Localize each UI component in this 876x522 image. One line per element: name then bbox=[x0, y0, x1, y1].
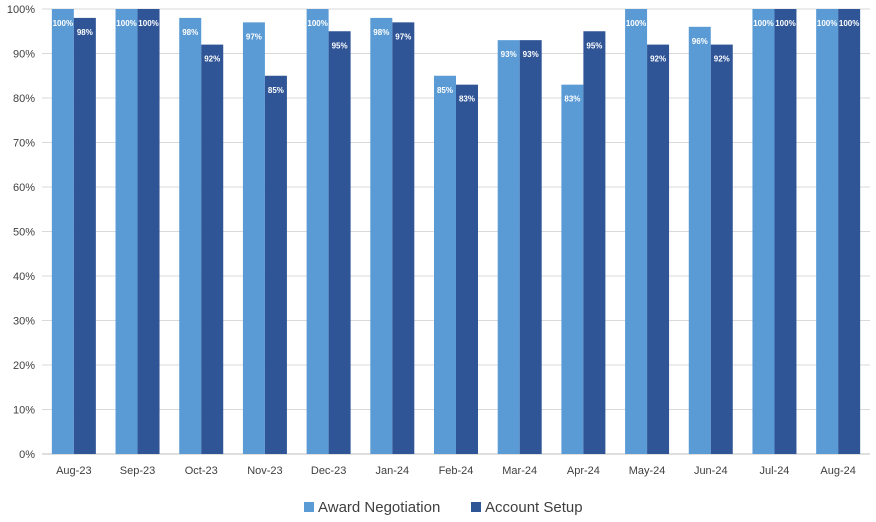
data-label: 83% bbox=[459, 95, 475, 104]
data-label: 92% bbox=[714, 55, 730, 64]
bar-account-setup bbox=[456, 84, 478, 455]
y-tick-label: 10% bbox=[13, 405, 35, 417]
bar-award-negotiation bbox=[434, 75, 456, 454]
bar-account-setup bbox=[264, 75, 287, 454]
data-labels: 100%98%100% 100%98%92%97%85%100%95%98% 97%… bbox=[53, 19, 860, 104]
bar-account-setup bbox=[838, 9, 861, 454]
bar-award-negotiation bbox=[370, 17, 393, 455]
y-tick-label: 80% bbox=[13, 93, 35, 105]
data-label: 100% bbox=[775, 19, 795, 28]
data-label: 100% bbox=[753, 19, 773, 28]
bar-award-negotiation bbox=[561, 84, 584, 455]
legend-label-account-setup: Account Setup bbox=[485, 499, 583, 516]
bar-award-negotiation bbox=[688, 26, 711, 455]
bar-award-negotiation bbox=[179, 17, 202, 455]
x-axis-ticks: Aug-23 Sep-23 Oct-23 Nov-23 Dec-23 Jan-24 Feb-… bbox=[56, 465, 856, 477]
bar-award-negotiation bbox=[242, 22, 265, 454]
x-tick-label: Apr-24 bbox=[567, 465, 600, 477]
data-label: 98% bbox=[77, 28, 93, 37]
bar-award-negotiation bbox=[306, 9, 329, 454]
bar-account-setup bbox=[519, 40, 542, 455]
data-label: 93% bbox=[523, 50, 539, 59]
x-tick-label: Mar-24 bbox=[502, 465, 537, 477]
legend-swatch-award-negotiation bbox=[304, 502, 314, 512]
bars bbox=[51, 9, 861, 455]
y-tick-label: 70% bbox=[13, 138, 35, 150]
bar-account-setup bbox=[137, 9, 160, 454]
bar-award-negotiation bbox=[51, 9, 74, 454]
data-label: 100% bbox=[116, 19, 136, 28]
bar-account-setup bbox=[583, 31, 606, 454]
x-tick-label: Jul-24 bbox=[759, 465, 789, 477]
y-tick-label: 100% bbox=[7, 4, 35, 16]
y-tick-label: 40% bbox=[13, 271, 35, 283]
data-label: 93% bbox=[501, 50, 517, 59]
data-label: 100% bbox=[138, 19, 158, 28]
x-tick-label: Oct-23 bbox=[185, 465, 218, 477]
x-tick-label: Sep-23 bbox=[120, 465, 155, 477]
bar-account-setup bbox=[647, 44, 670, 454]
y-tick-label: 60% bbox=[13, 182, 35, 194]
bar-account-setup bbox=[201, 44, 224, 454]
x-tick-label: Jun-24 bbox=[694, 465, 728, 477]
data-label: 100% bbox=[307, 19, 327, 28]
data-label: 96% bbox=[692, 37, 708, 46]
legend: Award Negotiation Account Setup bbox=[304, 499, 583, 516]
bar-award-negotiation bbox=[752, 9, 775, 454]
data-label: 85% bbox=[437, 86, 453, 95]
y-axis-ticks: 0% 10% 20% 30% 40% 50% 60% 70% 80% 90% 100% bbox=[7, 4, 35, 461]
data-label: 83% bbox=[564, 95, 580, 104]
x-tick-label: Nov-23 bbox=[247, 465, 282, 477]
data-label: 97% bbox=[246, 32, 262, 41]
data-label: 100% bbox=[53, 19, 73, 28]
data-label: 100% bbox=[817, 19, 837, 28]
legend-label-award-negotiation: Award Negotiation bbox=[318, 499, 440, 516]
x-tick-label: May-24 bbox=[629, 465, 666, 477]
data-label: 95% bbox=[586, 41, 602, 50]
bar-account-setup bbox=[774, 9, 797, 454]
bar-account-setup bbox=[392, 22, 415, 454]
bar-account-setup bbox=[710, 44, 733, 454]
legend-swatch-account-setup bbox=[471, 502, 481, 512]
y-tick-label: 20% bbox=[13, 360, 35, 372]
y-tick-label: 90% bbox=[13, 49, 35, 61]
bar-award-negotiation bbox=[115, 9, 138, 454]
data-label: 85% bbox=[268, 86, 284, 95]
data-label: 100% bbox=[839, 19, 859, 28]
data-label: 92% bbox=[650, 55, 666, 64]
bar-award-negotiation bbox=[625, 9, 648, 454]
y-tick-label: 50% bbox=[13, 227, 35, 239]
x-tick-label: Jan-24 bbox=[375, 465, 409, 477]
bar-award-negotiation bbox=[816, 9, 839, 454]
x-tick-label: Aug-23 bbox=[56, 465, 91, 477]
x-tick-label: Dec-23 bbox=[311, 465, 346, 477]
data-label: 98% bbox=[373, 28, 389, 37]
data-label: 92% bbox=[204, 55, 220, 64]
bar-award-negotiation bbox=[497, 40, 520, 455]
bar-account-setup bbox=[73, 17, 96, 455]
y-tick-label: 30% bbox=[13, 316, 35, 328]
bar-account-setup bbox=[328, 31, 351, 454]
data-label: 97% bbox=[395, 32, 411, 41]
x-tick-label: Aug-24 bbox=[820, 465, 855, 477]
data-label: 98% bbox=[182, 28, 198, 37]
y-tick-label: 0% bbox=[19, 449, 35, 461]
data-label: 95% bbox=[332, 41, 348, 50]
x-tick-label: Feb-24 bbox=[439, 465, 474, 477]
data-label: 100% bbox=[626, 19, 646, 28]
